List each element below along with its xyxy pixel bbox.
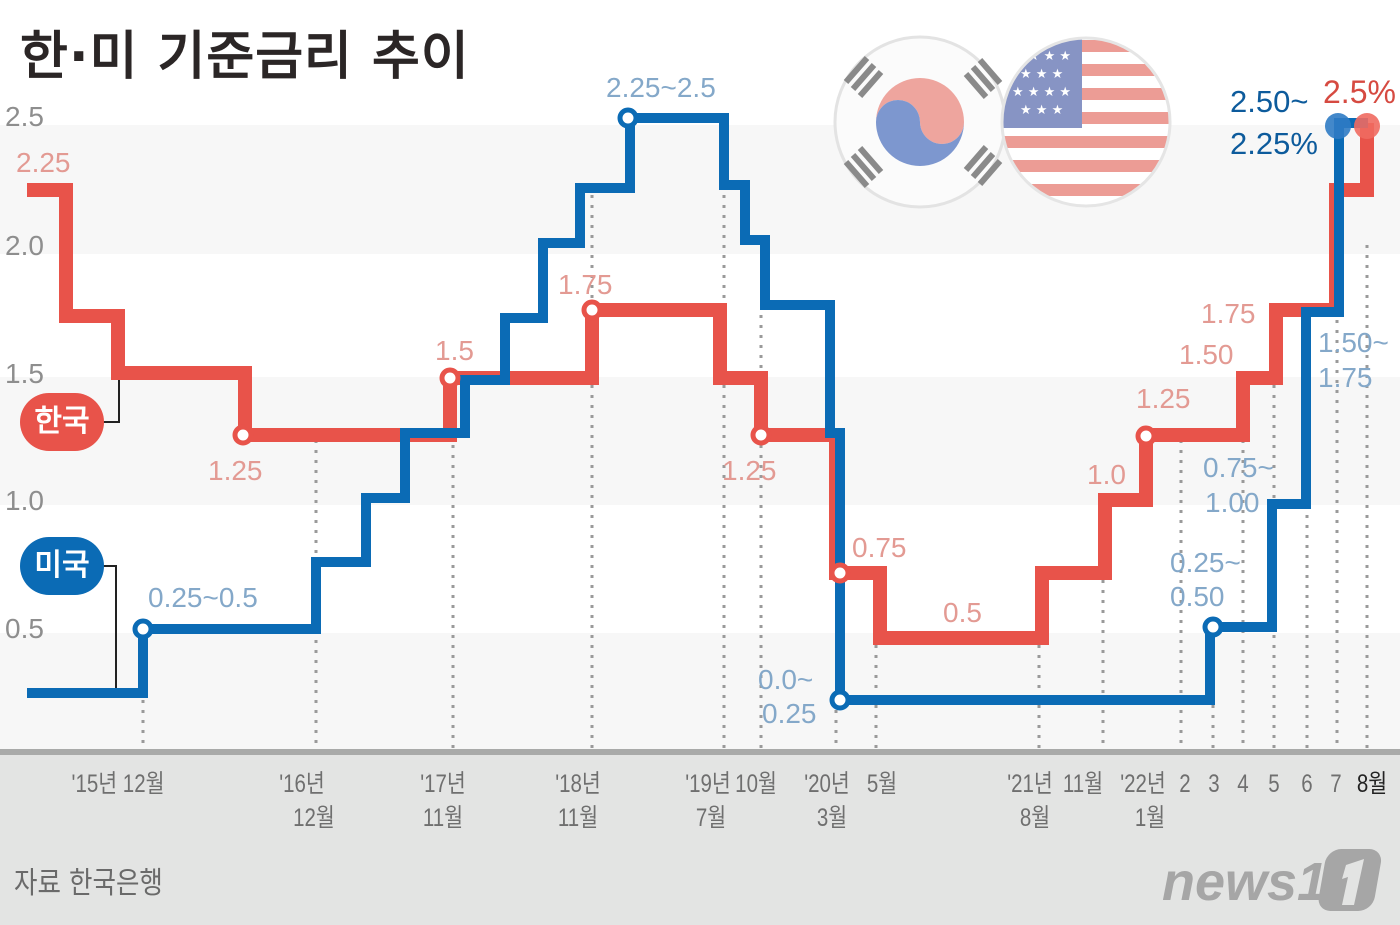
svg-text:2.25%: 2.25% [1230,126,1318,161]
x-tick: 12월 [293,804,335,832]
korea-current-marker [1354,113,1380,139]
y-tick: 2.5 [5,101,44,132]
x-tick: 5 [1268,770,1280,798]
svg-text:1.25: 1.25 [1136,383,1191,414]
x-tick: 6 [1301,770,1313,798]
y-tick: 1.5 [5,358,44,389]
svg-text:★ ★ ★: ★ ★ ★ [1020,103,1063,118]
legend-korea: 한국 [20,393,104,451]
x-tick: 1월 [1134,804,1166,832]
svg-text:0.25~: 0.25~ [1170,547,1241,578]
footer [0,755,1400,925]
page-title: 한·미 기준금리 추이 [20,27,470,87]
svg-text:0.25~0.5: 0.25~0.5 [148,582,258,613]
svg-text:1.75: 1.75 [1318,362,1373,393]
usa-flag-icon: ★ ★ ★ ★ ★ ★ ★ ★ ★ ★ ★ ★ ★ ★ [1000,36,1172,208]
svg-text:1.75: 1.75 [558,269,613,300]
news1-logo-icon: news1 [1162,849,1382,912]
korea-current-label: 2.5% [1323,74,1396,110]
svg-text:2.25: 2.25 [16,147,71,178]
y-tick: 0.5 [5,613,44,644]
svg-text:0.0~: 0.0~ [758,664,813,695]
svg-text:1.5: 1.5 [435,335,474,366]
x-tick: 5월 [866,770,898,798]
svg-text:1.50~: 1.50~ [1318,327,1389,358]
svg-text:1.00: 1.00 [1205,487,1260,518]
markers [132,107,1224,711]
svg-text:★ ★ ★: ★ ★ ★ [1020,67,1063,82]
svg-text:0.50: 0.50 [1170,581,1225,612]
x-tick: '17년 [420,770,466,798]
x-tick: 11월 [1062,770,1104,798]
x-tick: '20년 [804,770,850,798]
x-tick-current: 8월 [1356,770,1388,798]
x-tick: '19년 [685,770,731,798]
x-tick: 7월 [695,804,727,832]
usa-rate-line [27,113,1368,705]
y-tick: 2.0 [5,230,44,261]
x-tick: '22년 [1120,770,1166,798]
korea-labels: 2.25 1.25 1.5 1.75 1.25 0.75 0.5 1.0 1.2… [16,147,1256,628]
svg-text:1.0: 1.0 [1087,459,1126,490]
x-tick: 2 [1179,770,1191,798]
x-tick: '21년 [1007,770,1053,798]
x-tick: 4 [1237,770,1249,798]
svg-text:0.5: 0.5 [943,597,982,628]
y-axis: 2.5 2.0 1.5 1.0 0.5 [5,101,44,644]
x-tick: 11월 [557,804,599,832]
svg-text:2.50~: 2.50~ [1230,84,1308,119]
x-axis-line [0,749,1400,756]
rate-chart: 2.5 2.0 1.5 1.0 0.5 [5,35,1396,750]
x-tick: 11월 [422,804,464,832]
svg-text:1.25: 1.25 [208,455,263,486]
x-tick: 3월 [816,804,848,832]
svg-text:news1: news1 [1162,852,1327,912]
x-tick: '16년 [279,770,325,798]
usa-current-label: 2.50~ 2.25% [1230,84,1318,161]
y-tick: 1.0 [5,485,44,516]
legend-leaders [102,380,120,690]
svg-text:0.25: 0.25 [762,698,817,729]
svg-text:0.75: 0.75 [852,532,907,563]
x-tick: 8월 [1019,804,1051,832]
source-note: 자료 한국은행 [14,866,163,901]
svg-text:1.50: 1.50 [1179,339,1234,370]
svg-text:1.25: 1.25 [722,455,777,486]
legend-usa: 미국 [20,537,104,595]
svg-text:1.75: 1.75 [1201,298,1256,329]
usa-labels: 0.25~0.5 2.25~2.5 0.0~ 0.25 0.25~ 0.50 0… [148,72,1389,729]
x-tick: 7 [1330,770,1342,798]
x-tick: '18년 [555,770,601,798]
svg-text:★ ★ ★ ★: ★ ★ ★ ★ [1012,85,1071,100]
svg-text:2.25~2.5: 2.25~2.5 [606,72,716,103]
x-tick: '15년 12월 [71,770,165,798]
svg-text:0.75~: 0.75~ [1203,452,1274,483]
south-korea-flag-icon [833,35,1007,209]
usa-current-marker [1325,113,1351,139]
x-tick: 10월 [735,770,777,798]
x-tick: 3 [1208,770,1220,798]
